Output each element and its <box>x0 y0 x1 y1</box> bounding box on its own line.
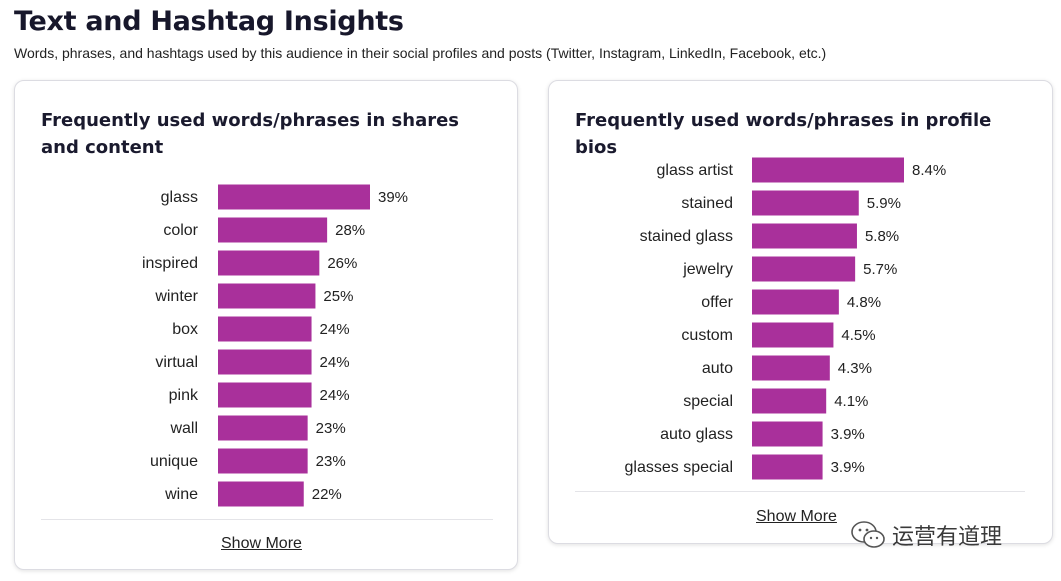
shares-bar <box>218 250 320 276</box>
bios-value-label: 3.9% <box>831 459 865 476</box>
shares-value-label: 22% <box>312 486 342 503</box>
shares-value-label: 26% <box>327 255 357 272</box>
bios-bar <box>752 322 834 348</box>
profile-bios-card-title: Frequently used words/phrases in profile… <box>575 110 992 158</box>
shares-bar <box>218 448 308 474</box>
divider <box>41 519 493 520</box>
shares-content-bar-chart: glass 39% color 28% inspired 26% winter 25% box 2… <box>142 184 408 507</box>
wechat-icon <box>851 521 885 548</box>
shares-content-card-title: Frequently used words/phrases in shares … <box>41 110 460 158</box>
shares-bar <box>218 382 312 408</box>
bios-category-label: stained <box>681 195 733 212</box>
bios-category-label: offer <box>701 294 733 311</box>
bios-value-label: 4.3% <box>838 360 872 377</box>
bios-bar <box>752 256 856 282</box>
shares-category-label: color <box>163 222 198 239</box>
shares-value-label: 23% <box>316 420 346 437</box>
page-subtitle: Words, phrases, and hashtags used by thi… <box>14 45 827 61</box>
bios-category-label: custom <box>681 327 733 344</box>
bios-value-label: 4.8% <box>847 294 881 311</box>
bios-category-label: special <box>683 393 733 410</box>
shares-category-label: inspired <box>142 255 198 272</box>
bios-category-label: jewelry <box>682 261 733 278</box>
bios-value-label: 4.5% <box>841 327 875 344</box>
bios-bar <box>752 190 859 216</box>
shares-category-label: unique <box>150 453 198 470</box>
bios-bar <box>752 454 823 480</box>
shares-category-label: box <box>172 321 198 338</box>
watermark-text: 运营有道理 <box>892 524 1003 549</box>
bios-category-label: stained glass <box>640 228 733 245</box>
shares-category-label: wine <box>164 486 198 503</box>
bios-bar <box>752 421 823 447</box>
shares-category-label: winter <box>154 288 198 305</box>
bios-bar <box>752 289 839 315</box>
shares-value-label: 23% <box>316 453 346 470</box>
shares-category-label: pink <box>169 387 199 404</box>
bios-value-label: 8.4% <box>912 162 946 179</box>
profile-bios-card: Frequently used words/phrases in profile… <box>548 80 1053 544</box>
bios-category-label: auto glass <box>660 426 733 443</box>
shares-category-label: virtual <box>155 354 198 371</box>
watermark: 运营有道理 <box>850 519 1002 551</box>
shares-value-label: 39% <box>378 189 408 206</box>
shares-value-label: 25% <box>323 288 353 305</box>
shares-bar <box>218 415 308 441</box>
divider <box>575 491 1025 492</box>
shares-value-label: 28% <box>335 222 365 239</box>
shares-bar <box>218 316 312 342</box>
bios-bar <box>752 223 857 249</box>
shares-bar <box>218 184 370 210</box>
bios-value-label: 4.1% <box>834 393 868 410</box>
bios-value-label: 5.7% <box>863 261 897 278</box>
shares-value-label: 24% <box>320 387 350 404</box>
shares-category-label: glass <box>161 189 198 206</box>
shares-value-label: 24% <box>320 321 350 338</box>
shares-bar <box>218 481 304 507</box>
bios-bar <box>752 157 904 183</box>
shares-category-label: wall <box>169 420 198 437</box>
shares-bar <box>218 283 316 309</box>
bios-value-label: 5.8% <box>865 228 899 245</box>
bios-bar <box>752 388 827 414</box>
shares-value-label: 24% <box>320 354 350 371</box>
page-title: Text and Hashtag Insights <box>14 6 404 37</box>
bios-category-label: auto <box>702 360 733 377</box>
bios-category-label: glasses special <box>625 459 734 476</box>
bios-value-label: 5.9% <box>867 195 901 212</box>
shares-bar <box>218 217 328 243</box>
bios-category-label: glass artist <box>657 162 734 179</box>
bios-value-label: 3.9% <box>831 426 865 443</box>
bios-show-more-link[interactable]: Show More <box>756 508 837 525</box>
shares-content-card: Frequently used words/phrases in shares … <box>14 80 518 570</box>
shares-show-more-link[interactable]: Show More <box>221 535 302 552</box>
shares-bar <box>218 349 312 375</box>
bios-bar <box>752 355 830 381</box>
profile-bios-bar-chart: glass artist 8.4% stained 5.9% stained glass… <box>625 157 946 480</box>
